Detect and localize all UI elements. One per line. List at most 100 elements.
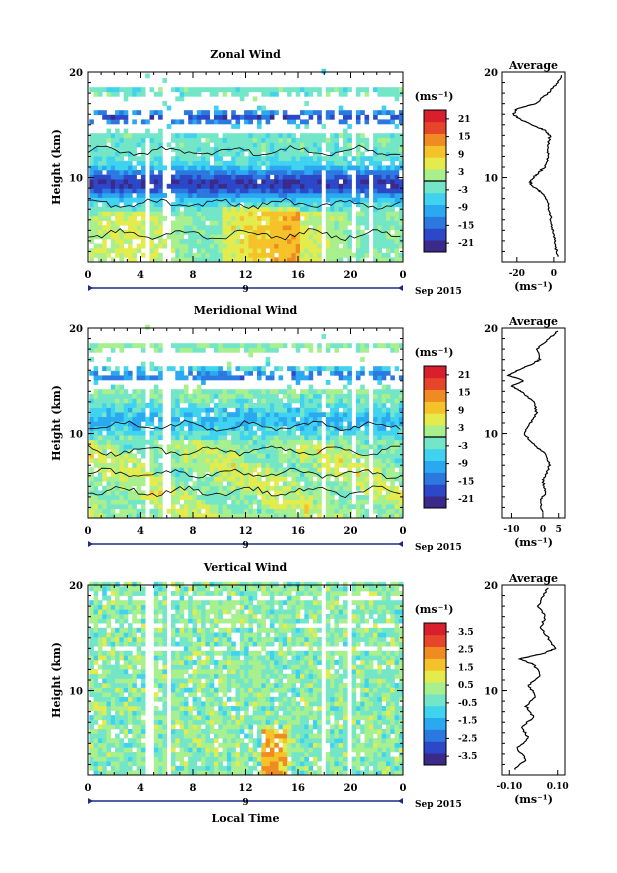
heatmap-cell xyxy=(265,426,271,431)
heatmap-cell xyxy=(231,252,236,258)
heatmap-cell xyxy=(338,234,344,240)
heatmap-cell xyxy=(123,696,129,702)
heatmap-cell xyxy=(153,426,159,431)
heatmap-cell xyxy=(261,243,266,249)
heatmap-cell xyxy=(386,206,391,212)
heatmap-cell xyxy=(231,156,236,162)
heatmap-cell xyxy=(239,197,245,203)
zero-contour-line xyxy=(88,485,401,499)
heatmap-cell xyxy=(102,508,107,514)
heatmap-cell xyxy=(136,366,142,372)
heatmap-cell xyxy=(269,202,275,208)
heatmap-cell xyxy=(252,252,258,258)
heatmap-cell xyxy=(158,476,163,482)
heatmap-cell xyxy=(269,170,275,175)
heatmap-cell xyxy=(102,637,107,642)
heatmap-cell xyxy=(128,641,133,647)
heatmap-cell xyxy=(110,678,116,684)
heatmap-cell xyxy=(136,444,142,450)
heatmap-cell xyxy=(97,724,103,730)
heatmap-cell xyxy=(102,467,107,473)
heatmap-cell xyxy=(222,343,228,349)
heatmap-cell xyxy=(149,472,155,477)
heatmap-cell xyxy=(106,225,112,231)
heatmap-cell xyxy=(386,366,391,372)
heatmap-cell xyxy=(304,481,309,487)
heatmap-cell xyxy=(248,147,253,152)
heatmap-cell xyxy=(308,202,314,208)
heatmap-cell xyxy=(93,715,99,721)
heatmap-cell xyxy=(201,170,206,175)
heatmap-cell xyxy=(119,591,124,596)
heatmap-cell xyxy=(192,366,198,372)
heatmap-cell xyxy=(97,655,103,661)
heatmap-cell xyxy=(128,632,133,638)
heatmap-cell xyxy=(196,347,202,353)
heatmap-cell xyxy=(325,439,331,445)
heatmap-cell xyxy=(390,211,395,217)
heatmap-cell xyxy=(244,110,249,116)
heatmap-cell xyxy=(153,197,159,203)
heatmap-cell xyxy=(110,673,116,679)
heatmap-cell xyxy=(364,407,370,413)
heatmap-cell xyxy=(257,151,262,157)
heatmap-cell xyxy=(239,421,245,427)
heatmap-cell xyxy=(196,229,202,235)
heatmap-cell xyxy=(282,403,288,408)
heatmap-cell xyxy=(119,472,124,477)
heatmap-cell xyxy=(386,193,391,198)
heatmap-cell xyxy=(355,485,361,491)
heatmap-cell xyxy=(317,430,322,436)
heatmap-cell xyxy=(244,160,249,166)
heatmap-cell xyxy=(265,504,271,510)
heatmap-cell xyxy=(338,174,344,180)
heatmap-cell xyxy=(325,156,331,162)
heatmap-cell xyxy=(149,142,155,148)
heatmap-cell xyxy=(381,239,387,244)
heatmap-cell xyxy=(274,179,279,185)
heatmap-cell xyxy=(381,188,387,194)
heatmap-cell xyxy=(218,430,223,436)
heatmap-cell xyxy=(106,114,112,120)
heatmap-cell xyxy=(355,430,361,436)
heatmap-cell xyxy=(97,637,103,642)
heatmap-cell xyxy=(171,458,176,464)
heatmap-cell xyxy=(244,197,249,203)
heatmap-cell xyxy=(278,490,284,496)
heatmap-cell xyxy=(171,188,176,194)
heatmap-cell xyxy=(140,765,146,771)
heatmap-cell xyxy=(110,220,116,226)
heatmap-cell xyxy=(248,165,253,171)
heatmap-cell xyxy=(149,430,155,436)
heatmap-cell xyxy=(287,508,292,514)
heatmap-cell xyxy=(218,234,223,240)
heatmap-cell xyxy=(239,160,245,166)
heatmap-cell xyxy=(291,160,296,166)
heatmap-cell xyxy=(381,389,387,395)
heatmap-cell xyxy=(196,453,202,459)
heatmap-cell xyxy=(166,234,172,240)
heatmap-cell xyxy=(179,197,185,203)
heatmap-cell xyxy=(381,142,387,148)
heatmap-cell xyxy=(308,467,314,473)
heatmap-cell xyxy=(373,110,378,116)
heatmap-cell xyxy=(338,426,344,431)
heatmap-cell xyxy=(132,618,137,624)
heatmap-cell xyxy=(360,384,365,390)
heatmap-cell xyxy=(123,513,129,519)
heatmap-cell xyxy=(89,678,94,684)
heatmap-cell xyxy=(153,179,159,185)
heatmap-cell xyxy=(274,156,279,162)
heatmap-cell xyxy=(179,252,185,258)
heatmap-cell xyxy=(132,508,137,514)
heatmap-cell xyxy=(188,91,193,97)
heatmap-cell xyxy=(377,380,382,385)
heatmap-cell xyxy=(347,439,352,445)
heatmap-cell xyxy=(102,770,107,776)
heatmap-cell xyxy=(123,614,129,619)
heatmap-cell xyxy=(196,398,202,404)
heatmap-cell xyxy=(325,472,331,477)
heatmap-cell xyxy=(205,170,210,175)
heatmap-cell xyxy=(89,627,94,633)
